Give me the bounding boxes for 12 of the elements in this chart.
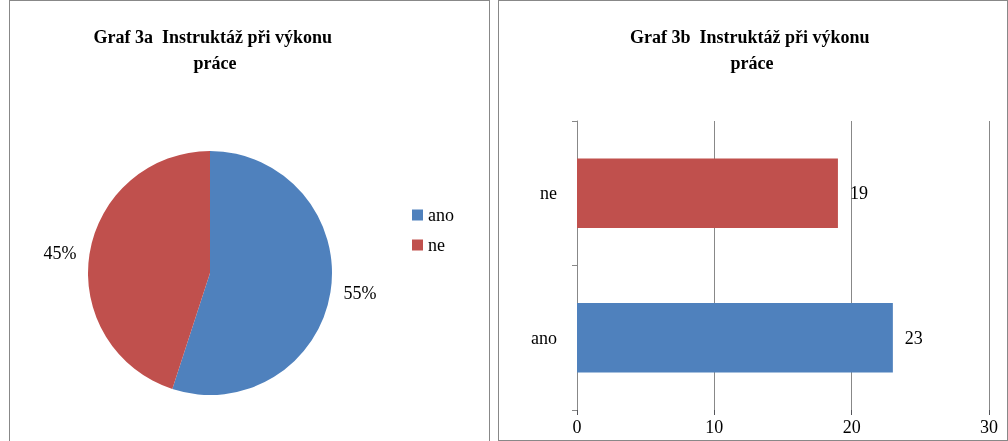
data-label: 19: [849, 183, 868, 204]
x-tick-label: 10: [705, 417, 724, 437]
legend-label: ano: [428, 205, 455, 225]
x-tick-label: 20: [842, 417, 861, 437]
legend-label: ne: [428, 235, 446, 255]
chart-title: Graf 3b Instruktáž při výkonu práce: [629, 27, 875, 73]
data-label: 55%: [343, 282, 377, 303]
x-tick-label: 0: [572, 417, 582, 437]
chart-title: Graf 3a Instruktáž při výkonu práce: [93, 27, 337, 73]
data-label: 23: [904, 327, 923, 348]
data-label: 45%: [43, 243, 77, 264]
x-tick-label: 30: [980, 417, 998, 437]
